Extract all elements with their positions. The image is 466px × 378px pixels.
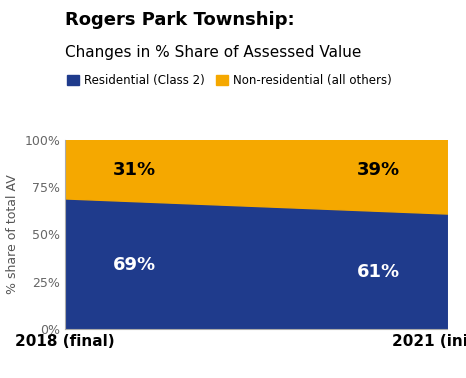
Text: 31%: 31% <box>112 161 156 179</box>
Text: 61%: 61% <box>357 263 400 281</box>
Text: Rogers Park Township:: Rogers Park Township: <box>65 11 295 29</box>
Y-axis label: % share of total AV: % share of total AV <box>6 175 19 294</box>
Text: 39%: 39% <box>357 161 400 179</box>
Text: 69%: 69% <box>112 256 156 274</box>
Legend: Residential (Class 2), Non-residential (all others): Residential (Class 2), Non-residential (… <box>67 74 392 87</box>
Text: Changes in % Share of Assessed Value: Changes in % Share of Assessed Value <box>65 45 362 60</box>
